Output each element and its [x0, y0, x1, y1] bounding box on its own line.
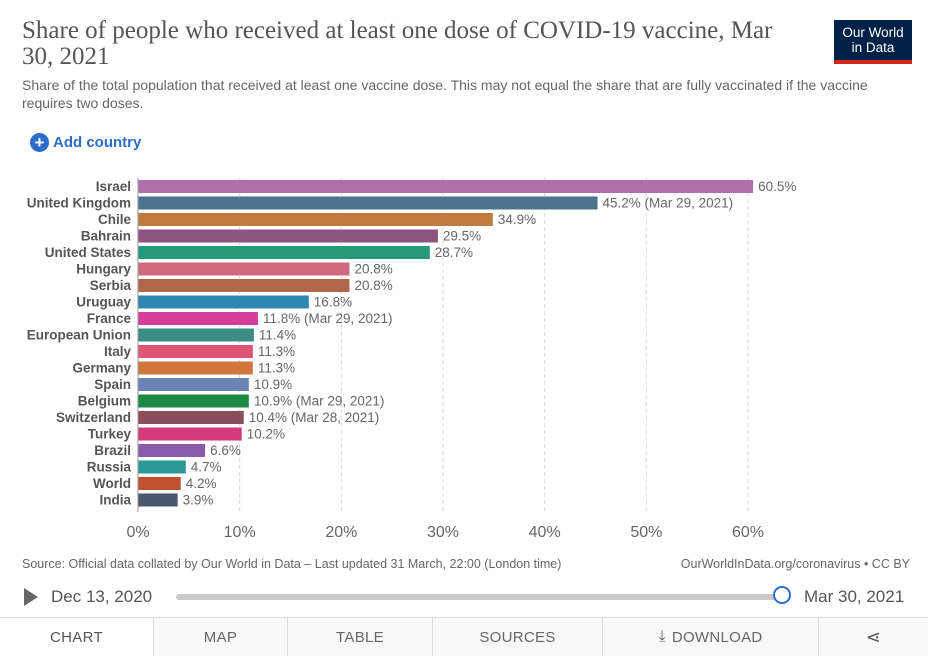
bar	[138, 493, 178, 507]
bar-category-label: Hungary	[76, 262, 131, 277]
bar	[138, 411, 244, 424]
bar-category-label: Spain	[94, 377, 131, 392]
bar	[138, 180, 754, 193]
plus-circle-icon: +	[30, 133, 49, 152]
x-tick-label: 30%	[427, 524, 459, 541]
bar-value-label: 6.6%	[210, 443, 241, 458]
bar-value-label: 10.9% (Mar 29, 2021)	[254, 394, 385, 409]
bar	[138, 378, 249, 391]
timeline-track[interactable]	[176, 594, 784, 600]
bar-value-label: 28.7%	[435, 245, 473, 260]
bar-category-label: Uruguay	[76, 295, 131, 310]
bar	[138, 213, 493, 226]
bar-category-label: United Kingdom	[27, 196, 131, 211]
bar	[138, 262, 350, 276]
tab-chart[interactable]: CHART	[0, 618, 154, 656]
bar	[138, 477, 181, 490]
logo-line-2: in Data	[851, 40, 895, 55]
bar	[138, 229, 438, 243]
bar-category-label: Germany	[72, 361, 131, 376]
bar	[138, 279, 350, 292]
bar-value-label: 4.7%	[191, 460, 222, 475]
bar-category-label: Belgium	[78, 394, 131, 409]
timeline-handle[interactable]	[773, 586, 791, 604]
bar-category-label: World	[93, 476, 131, 491]
bar-value-label: 11.3%	[258, 361, 295, 376]
tab-download[interactable]: ⤓ DOWNLOAD	[603, 618, 819, 656]
add-country-label: Add country	[53, 134, 142, 151]
bar	[138, 394, 249, 408]
bar-value-label: 16.8%	[314, 295, 352, 310]
bar-value-label: 10.9%	[254, 377, 292, 392]
bar-value-label: 45.2% (Mar 29, 2021)	[603, 196, 734, 211]
bar-category-label: Turkey	[88, 427, 132, 442]
chart-subtitle: Share of the total population that recei…	[22, 77, 868, 111]
bar-value-label: 60.5%	[758, 179, 796, 194]
x-tick-label: 40%	[529, 524, 561, 541]
bar	[138, 312, 258, 325]
tab-table[interactable]: TABLE	[288, 618, 433, 656]
bar-value-label: 20.8%	[354, 278, 392, 293]
download-label: DOWNLOAD	[671, 628, 763, 646]
bar-category-label: Brazil	[94, 443, 131, 458]
x-tick-label: 20%	[325, 524, 357, 541]
bar	[138, 427, 242, 441]
bar-category-label: India	[99, 493, 131, 508]
bar-value-label: 3.9%	[183, 493, 214, 508]
bar-category-label: Serbia	[90, 278, 132, 293]
bar-value-label: 20.8%	[354, 262, 392, 277]
bar	[138, 361, 253, 375]
bar	[138, 295, 309, 309]
tab-map[interactable]: MAP	[154, 618, 288, 656]
owid-logo[interactable]: Our World in Data	[834, 20, 912, 64]
bar-category-label: Chile	[98, 212, 131, 227]
bar-category-label: European Union	[27, 328, 131, 343]
bar-value-label: 4.2%	[186, 476, 217, 491]
timeline: Dec 13, 2020 Mar 30, 2021	[0, 580, 928, 614]
timeline-start-date: Dec 13, 2020	[51, 587, 153, 606]
add-country-button[interactable]: + Add country	[30, 133, 141, 152]
x-tick-label: 10%	[224, 524, 256, 541]
bar-category-label: Italy	[104, 344, 132, 359]
bar-value-label: 10.2%	[247, 427, 285, 442]
bar	[138, 444, 206, 457]
x-tick-label: 50%	[630, 524, 662, 541]
bar-category-label: Switzerland	[56, 410, 131, 425]
bar-chart: 0% 10% 20% 30% 40% 50% 60% Israel 60.5% United Ki…	[27, 178, 796, 541]
license-link[interactable]: OurWorldInData.org/coronavirus • CC BY	[680, 557, 910, 571]
bar-category-label: France	[87, 311, 132, 326]
bar-value-label: 11.3%	[258, 344, 295, 359]
bar-category-label: Israel	[96, 179, 131, 194]
source-note: Source: Official data collated by Our Wo…	[22, 557, 562, 571]
timeline-end-date: Mar 30, 2021	[804, 587, 905, 606]
bar-value-label: 29.5%	[443, 229, 481, 244]
bar-category-label: United States	[45, 245, 131, 260]
logo-red-bar	[834, 60, 912, 64]
bar	[138, 328, 254, 342]
bar	[138, 345, 253, 358]
bar	[138, 246, 430, 259]
x-tick-label: 0%	[126, 524, 149, 541]
bar-value-label: 11.4%	[259, 328, 296, 343]
bar	[138, 196, 598, 210]
x-tick-label: 60%	[732, 524, 764, 541]
tab-bar: CHART MAP TABLE SOURCES ⤓ DOWNLOAD ⋖	[0, 617, 928, 656]
bar-value-label: 10.4% (Mar 28, 2021)	[249, 410, 380, 425]
share-icon: ⋖	[865, 626, 882, 647]
play-icon[interactable]	[24, 588, 38, 606]
chart-title: Share of people who received at least on…	[22, 17, 773, 70]
logo-line-1: Our World	[842, 25, 904, 40]
share-button[interactable]: ⋖	[819, 618, 928, 656]
bar	[138, 460, 186, 474]
bar-value-label: 11.8% (Mar 29, 2021)	[263, 311, 393, 326]
tab-sources[interactable]: SOURCES	[433, 618, 603, 656]
download-icon: ⤓	[658, 628, 666, 645]
bar-category-label: Russia	[87, 460, 132, 475]
bar-value-label: 34.9%	[498, 212, 536, 227]
bar-category-label: Bahrain	[81, 229, 131, 244]
